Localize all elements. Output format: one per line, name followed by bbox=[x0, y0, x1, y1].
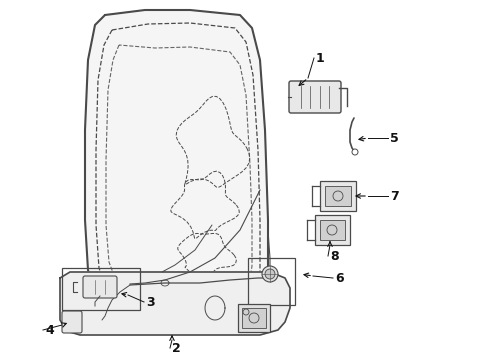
Bar bbox=[62, 268, 140, 310]
Circle shape bbox=[264, 269, 274, 279]
FancyBboxPatch shape bbox=[288, 81, 340, 113]
Text: 7: 7 bbox=[389, 189, 398, 202]
Bar bbox=[325, 186, 350, 206]
Bar bbox=[242, 308, 265, 328]
Polygon shape bbox=[60, 272, 289, 335]
Text: 6: 6 bbox=[334, 271, 343, 284]
Text: 3: 3 bbox=[146, 296, 154, 309]
Text: 8: 8 bbox=[329, 249, 338, 262]
Bar bbox=[319, 220, 345, 240]
Bar bbox=[247, 258, 294, 305]
FancyBboxPatch shape bbox=[83, 276, 117, 298]
Text: 4: 4 bbox=[45, 324, 54, 337]
Text: 2: 2 bbox=[172, 342, 181, 355]
Bar bbox=[314, 215, 349, 245]
Polygon shape bbox=[85, 10, 267, 322]
Bar bbox=[319, 181, 355, 211]
Text: 5: 5 bbox=[389, 131, 398, 144]
Text: 1: 1 bbox=[315, 51, 324, 64]
FancyBboxPatch shape bbox=[62, 311, 82, 333]
Circle shape bbox=[351, 149, 357, 155]
Circle shape bbox=[262, 266, 278, 282]
Bar bbox=[238, 304, 269, 332]
